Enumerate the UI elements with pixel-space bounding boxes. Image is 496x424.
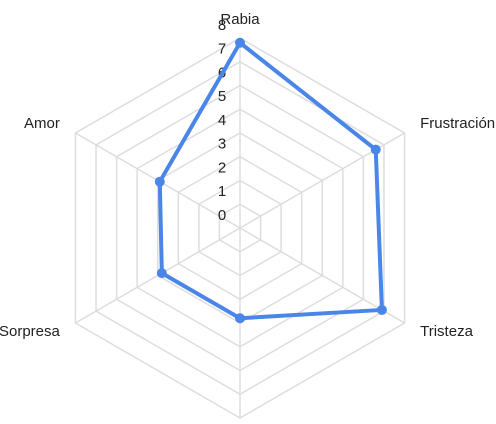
axis-label: Sorpresa (0, 323, 61, 340)
point (156, 268, 167, 279)
point (370, 144, 381, 155)
tick-label: 8 (218, 17, 226, 34)
point (376, 304, 387, 315)
axis-label: Frustración (420, 115, 495, 132)
point (235, 37, 245, 48)
axis-label: Rabia (220, 11, 260, 28)
tick-label: 1 (218, 183, 226, 200)
point (154, 176, 165, 187)
axis-label: Amor (24, 115, 60, 132)
spoke (239, 227, 405, 324)
tick-label: 4 (218, 112, 226, 129)
tick-label: 3 (218, 136, 226, 153)
tick-label: 0 (218, 207, 226, 224)
tick-label: 2 (218, 159, 226, 176)
tick-label: 7 (218, 41, 226, 58)
point (235, 313, 245, 324)
series-line (157, 40, 384, 321)
axis-label: Tristeza (420, 323, 473, 340)
tick-label: 5 (218, 88, 226, 105)
